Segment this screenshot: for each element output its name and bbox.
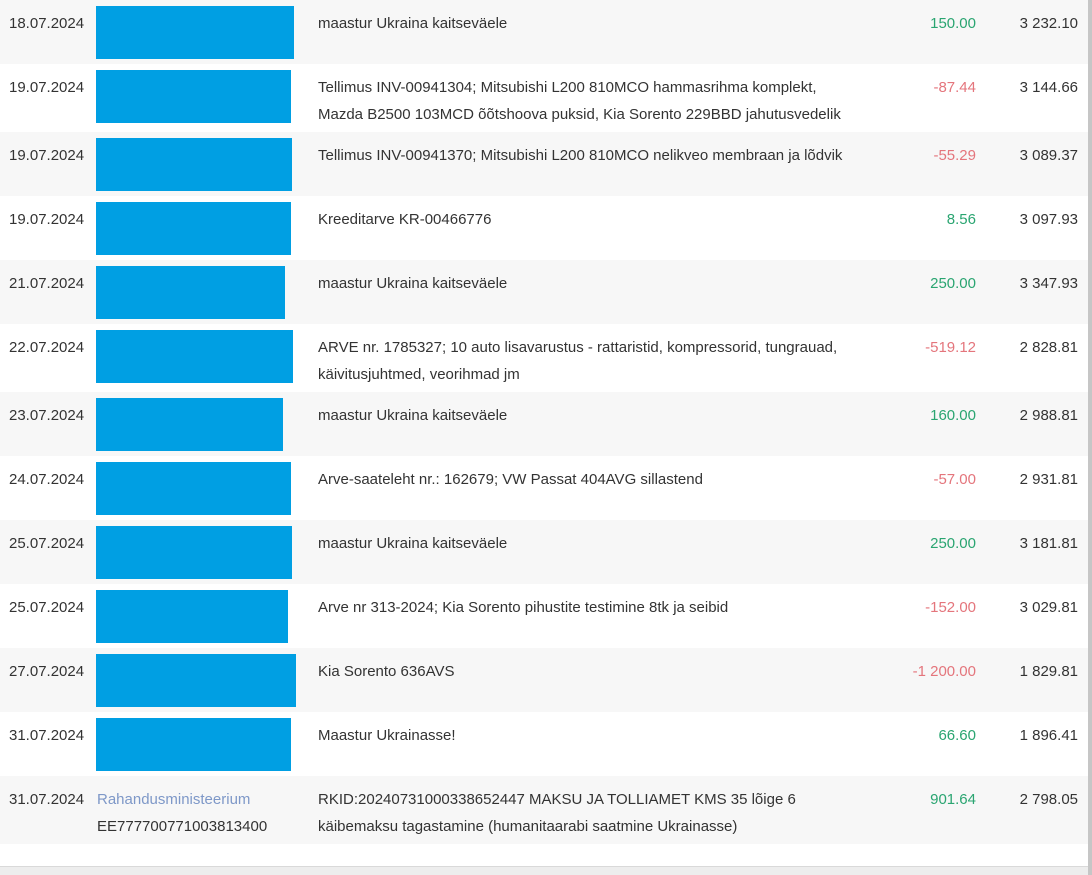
payee-cell bbox=[88, 196, 318, 260]
payee-redaction-block bbox=[96, 330, 293, 383]
transaction-row[interactable]: 21.07.2024 maastur Ukraina kaitseväele 2… bbox=[0, 260, 1092, 324]
payee-cell: Rahandusministeerium EE777700771003813400 bbox=[88, 776, 318, 844]
transaction-row[interactable]: 24.07.2024 Arve-saateleht nr.: 162679; V… bbox=[0, 456, 1092, 520]
transaction-date: 24.07.2024 bbox=[9, 471, 85, 488]
transaction-date: 25.07.2024 bbox=[9, 535, 85, 552]
transaction-balance: 3 232.10 bbox=[1019, 15, 1078, 32]
payee-redaction-block bbox=[96, 526, 292, 579]
vertical-scrollbar[interactable] bbox=[1088, 0, 1092, 875]
transaction-balance: 1 829.81 bbox=[1019, 663, 1078, 680]
transaction-description: RKID:20240731000338652447 MAKSU JA TOLLI… bbox=[318, 791, 796, 835]
payee-redaction-block bbox=[96, 202, 291, 255]
transaction-date: 22.07.2024 bbox=[9, 339, 85, 356]
transaction-row[interactable]: 18.07.2024 maastur Ukraina kaitseväele 1… bbox=[0, 0, 1092, 64]
payee-redaction-block bbox=[96, 266, 285, 319]
transaction-balance: 2 798.05 bbox=[1019, 791, 1078, 808]
transaction-table: 18.07.2024 maastur Ukraina kaitseväele 1… bbox=[0, 0, 1092, 844]
transaction-description: Tellimus INV-00941370; Mitsubishi L200 8… bbox=[318, 147, 843, 164]
transaction-description: maastur Ukraina kaitseväele bbox=[318, 407, 508, 424]
transaction-amount: 901.64 bbox=[930, 791, 976, 808]
transaction-date: 19.07.2024 bbox=[9, 147, 85, 164]
payee-cell bbox=[88, 64, 318, 132]
payee-cell bbox=[88, 392, 318, 456]
transaction-description: Tellimus INV-00941304; Mitsubishi L200 8… bbox=[318, 79, 841, 123]
transaction-date: 31.07.2024 bbox=[9, 727, 85, 744]
transaction-date: 18.07.2024 bbox=[9, 15, 85, 32]
transaction-description: ARVE nr. 1785327; 10 auto lisavarustus -… bbox=[318, 339, 838, 383]
transaction-amount: 250.00 bbox=[930, 535, 976, 552]
transaction-date: 31.07.2024 bbox=[9, 791, 85, 808]
transaction-balance: 3 089.37 bbox=[1019, 147, 1078, 164]
payee-redaction-block bbox=[96, 398, 283, 451]
transaction-balance: 2 988.81 bbox=[1019, 407, 1078, 424]
transaction-balance: 3 097.93 bbox=[1019, 211, 1078, 228]
payee-redaction-block bbox=[96, 590, 288, 643]
transaction-balance: 1 896.41 bbox=[1019, 727, 1078, 744]
transaction-amount: -519.12 bbox=[925, 339, 976, 356]
payee-account: EE777700771003813400 bbox=[97, 818, 268, 835]
transaction-row[interactable]: 23.07.2024 maastur Ukraina kaitseväele 1… bbox=[0, 392, 1092, 456]
transaction-row[interactable]: 25.07.2024 maastur Ukraina kaitseväele 2… bbox=[0, 520, 1092, 584]
transaction-balance: 2 931.81 bbox=[1019, 471, 1078, 488]
transaction-row[interactable]: 25.07.2024 Arve nr 313-2024; Kia Sorento… bbox=[0, 584, 1092, 648]
transaction-row[interactable]: 22.07.2024 ARVE nr. 1785327; 10 auto lis… bbox=[0, 324, 1092, 392]
transaction-description: maastur Ukraina kaitseväele bbox=[318, 535, 508, 552]
transaction-date: 19.07.2024 bbox=[9, 79, 85, 96]
payee-link[interactable]: Rahandusministeerium bbox=[97, 791, 251, 808]
payee-cell bbox=[88, 260, 318, 324]
payee-cell bbox=[88, 456, 318, 520]
transaction-date: 25.07.2024 bbox=[9, 599, 85, 616]
transaction-description: Arve-saateleht nr.: 162679; VW Passat 40… bbox=[318, 471, 703, 488]
payee-cell bbox=[88, 712, 318, 776]
transaction-balance: 3 029.81 bbox=[1019, 599, 1078, 616]
transaction-row[interactable]: 19.07.2024 Tellimus INV-00941370; Mitsub… bbox=[0, 132, 1092, 196]
transaction-row[interactable]: 27.07.2024 Kia Sorento 636AVS -1 200.00 … bbox=[0, 648, 1092, 712]
transaction-description: Maastur Ukrainasse! bbox=[318, 727, 456, 744]
payee-redaction-block bbox=[96, 138, 292, 191]
transaction-balance: 3 144.66 bbox=[1019, 79, 1078, 96]
transaction-row[interactable]: 31.07.2024 Maastur Ukrainasse! 66.60 1 8… bbox=[0, 712, 1092, 776]
transaction-amount: 150.00 bbox=[930, 15, 976, 32]
transaction-amount: 8.56 bbox=[946, 211, 976, 228]
transaction-amount: -1 200.00 bbox=[912, 663, 976, 680]
transaction-date: 21.07.2024 bbox=[9, 275, 85, 292]
transaction-description: Kia Sorento 636AVS bbox=[318, 663, 455, 680]
transaction-description: Kreeditarve KR-00466776 bbox=[318, 211, 492, 228]
transaction-amount: -87.44 bbox=[933, 79, 976, 96]
payee-redaction-block bbox=[96, 70, 291, 123]
transaction-description: maastur Ukraina kaitseväele bbox=[318, 275, 508, 292]
transaction-row[interactable]: 19.07.2024 Tellimus INV-00941304; Mitsub… bbox=[0, 64, 1092, 132]
transaction-balance: 2 828.81 bbox=[1019, 339, 1078, 356]
transaction-amount: -57.00 bbox=[933, 471, 976, 488]
payee-cell bbox=[88, 648, 318, 712]
transaction-amount: 160.00 bbox=[930, 407, 976, 424]
payee-cell bbox=[88, 520, 318, 584]
payee-redaction-block bbox=[96, 654, 296, 707]
table-bottom-edge bbox=[0, 866, 1092, 875]
transaction-amount: 66.60 bbox=[938, 727, 976, 744]
payee-cell bbox=[88, 584, 318, 648]
transaction-date: 23.07.2024 bbox=[9, 407, 85, 424]
transaction-amount: 250.00 bbox=[930, 275, 976, 292]
payee-cell bbox=[88, 0, 318, 64]
payee-cell bbox=[88, 324, 318, 392]
transaction-description: maastur Ukraina kaitseväele bbox=[318, 15, 508, 32]
transaction-amount: -152.00 bbox=[925, 599, 976, 616]
transaction-balance: 3 347.93 bbox=[1019, 275, 1078, 292]
payee-cell bbox=[88, 132, 318, 196]
transaction-date: 27.07.2024 bbox=[9, 663, 85, 680]
payee-redaction-block bbox=[96, 462, 291, 515]
transaction-row[interactable]: 19.07.2024 Kreeditarve KR-00466776 8.56 … bbox=[0, 196, 1092, 260]
transaction-description: Arve nr 313-2024; Kia Sorento pihustite … bbox=[318, 599, 729, 616]
transaction-amount: -55.29 bbox=[933, 147, 976, 164]
payee-redaction-block bbox=[96, 6, 294, 59]
transaction-balance: 3 181.81 bbox=[1019, 535, 1078, 552]
transaction-row[interactable]: 31.07.2024 Rahandusministeerium EE7777007… bbox=[0, 776, 1092, 844]
transaction-date: 19.07.2024 bbox=[9, 211, 85, 228]
payee-redaction-block bbox=[96, 718, 291, 771]
